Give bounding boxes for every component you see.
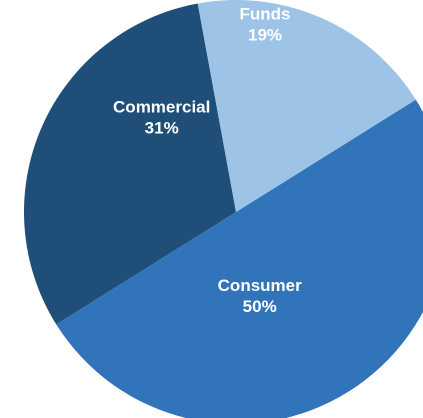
pie-category-label: Commercial <box>113 98 210 117</box>
pie-slice-commercial <box>23 3 237 325</box>
pie-value-label: 19% <box>248 26 282 45</box>
pie-labels: Consumer 50% Commercial 31% Public Funds 19% <box>113 0 302 316</box>
pie-category-label: Public <box>239 0 290 3</box>
pie-category-label: Funds <box>240 5 291 24</box>
pie-label-commercial: Commercial 31% <box>113 98 210 138</box>
pie-label-public-funds: Public Funds 19% <box>239 0 290 45</box>
pie-value-label: 50% <box>243 297 277 316</box>
pie-slice-public-funds <box>197 0 416 212</box>
pie-slice-consumer <box>56 99 423 418</box>
pie-value-label: 31% <box>145 119 179 138</box>
pie-category-label: Consumer <box>218 276 302 295</box>
pie-slices <box>23 0 423 418</box>
pie-label-consumer: Consumer 50% <box>218 276 302 316</box>
